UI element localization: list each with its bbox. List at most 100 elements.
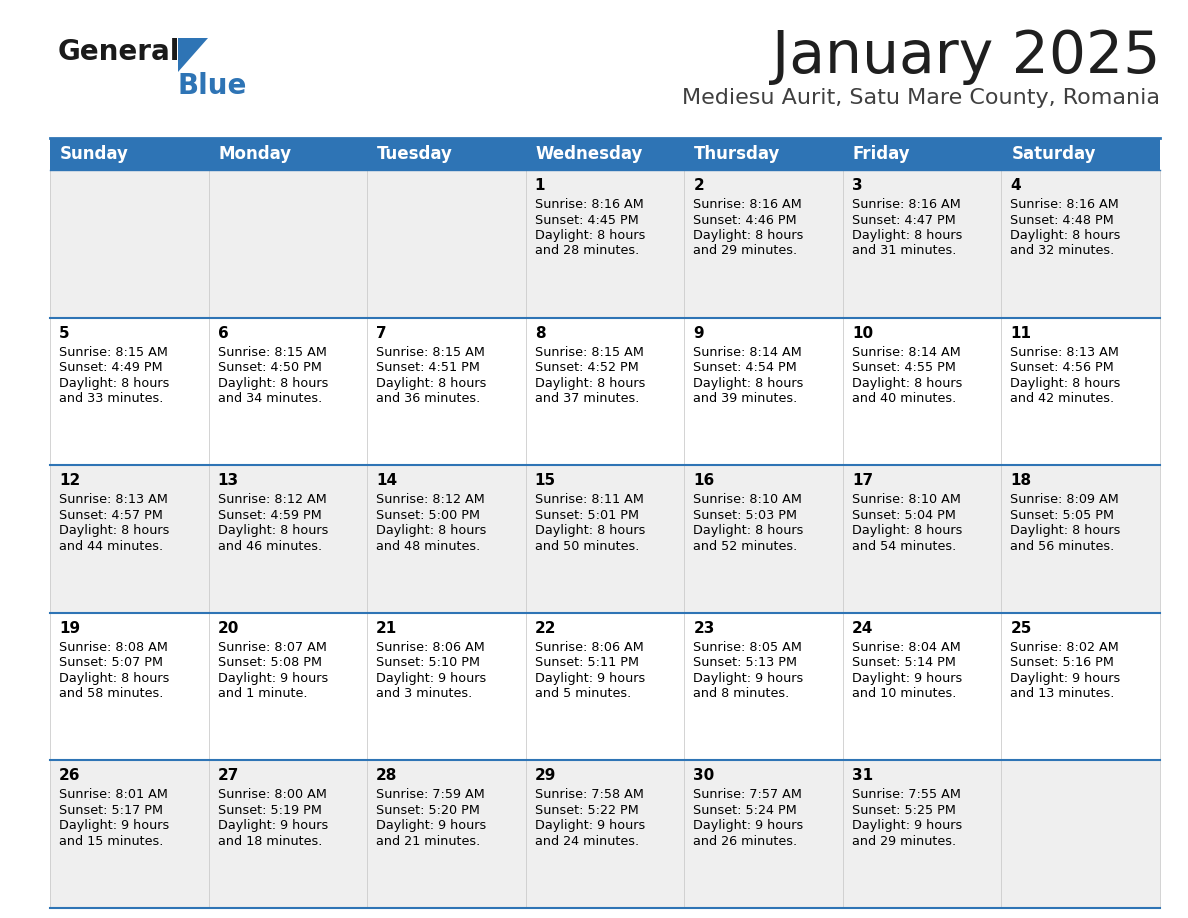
Text: Daylight: 9 hours: Daylight: 9 hours	[59, 820, 169, 833]
Text: Sunrise: 8:16 AM: Sunrise: 8:16 AM	[852, 198, 961, 211]
Bar	[50, 318, 1159, 465]
Text: Sunrise: 8:11 AM: Sunrise: 8:11 AM	[535, 493, 644, 506]
Text: and 46 minutes.: and 46 minutes.	[217, 540, 322, 553]
Text: and 36 minutes.: and 36 minutes.	[377, 392, 480, 405]
Text: and 28 minutes.: and 28 minutes.	[535, 244, 639, 258]
Text: 11: 11	[1011, 326, 1031, 341]
Text: 17: 17	[852, 473, 873, 488]
Text: Sunrise: 8:16 AM: Sunrise: 8:16 AM	[694, 198, 802, 211]
Text: Daylight: 9 hours: Daylight: 9 hours	[694, 672, 803, 685]
Text: Sunrise: 8:04 AM: Sunrise: 8:04 AM	[852, 641, 961, 654]
Polygon shape	[178, 38, 208, 72]
Text: Sunset: 4:55 PM: Sunset: 4:55 PM	[852, 361, 955, 375]
Text: Daylight: 8 hours: Daylight: 8 hours	[694, 229, 803, 242]
Text: Daylight: 8 hours: Daylight: 8 hours	[59, 524, 170, 537]
Text: 21: 21	[377, 621, 398, 636]
Text: 7: 7	[377, 326, 387, 341]
Text: 8: 8	[535, 326, 545, 341]
Text: and 40 minutes.: and 40 minutes.	[852, 392, 956, 405]
Text: Sunrise: 8:15 AM: Sunrise: 8:15 AM	[535, 345, 644, 359]
Text: 25: 25	[1011, 621, 1032, 636]
Text: Sunset: 5:07 PM: Sunset: 5:07 PM	[59, 656, 163, 669]
Text: Sunset: 4:54 PM: Sunset: 4:54 PM	[694, 361, 797, 375]
Text: 27: 27	[217, 768, 239, 783]
Text: Sunrise: 8:13 AM: Sunrise: 8:13 AM	[59, 493, 168, 506]
Text: Sunset: 5:05 PM: Sunset: 5:05 PM	[1011, 509, 1114, 521]
Text: Sunset: 5:08 PM: Sunset: 5:08 PM	[217, 656, 322, 669]
Text: and 18 minutes.: and 18 minutes.	[217, 834, 322, 848]
Text: Daylight: 9 hours: Daylight: 9 hours	[852, 820, 962, 833]
Text: 18: 18	[1011, 473, 1031, 488]
Text: Sunset: 5:14 PM: Sunset: 5:14 PM	[852, 656, 955, 669]
Text: and 5 minutes.: and 5 minutes.	[535, 688, 631, 700]
Text: General: General	[58, 38, 181, 66]
Text: Daylight: 9 hours: Daylight: 9 hours	[535, 672, 645, 685]
Text: Daylight: 8 hours: Daylight: 8 hours	[852, 229, 962, 242]
Text: and 52 minutes.: and 52 minutes.	[694, 540, 797, 553]
Text: Blue: Blue	[178, 72, 247, 100]
Text: Daylight: 9 hours: Daylight: 9 hours	[694, 820, 803, 833]
Text: Sunrise: 8:14 AM: Sunrise: 8:14 AM	[694, 345, 802, 359]
Text: Sunset: 4:50 PM: Sunset: 4:50 PM	[217, 361, 322, 375]
Text: 5: 5	[59, 326, 70, 341]
Text: and 10 minutes.: and 10 minutes.	[852, 688, 956, 700]
Text: and 3 minutes.: and 3 minutes.	[377, 688, 473, 700]
Text: Daylight: 8 hours: Daylight: 8 hours	[694, 524, 803, 537]
Text: Sunrise: 7:59 AM: Sunrise: 7:59 AM	[377, 789, 485, 801]
Text: Daylight: 9 hours: Daylight: 9 hours	[535, 820, 645, 833]
Text: and 56 minutes.: and 56 minutes.	[1011, 540, 1114, 553]
Text: Sunset: 5:10 PM: Sunset: 5:10 PM	[377, 656, 480, 669]
Text: Sunrise: 8:06 AM: Sunrise: 8:06 AM	[535, 641, 644, 654]
Text: Sunrise: 8:07 AM: Sunrise: 8:07 AM	[217, 641, 327, 654]
Text: 14: 14	[377, 473, 397, 488]
Text: and 1 minute.: and 1 minute.	[217, 688, 307, 700]
Text: 4: 4	[1011, 178, 1020, 193]
Text: Sunrise: 8:00 AM: Sunrise: 8:00 AM	[217, 789, 327, 801]
Text: Sunrise: 8:12 AM: Sunrise: 8:12 AM	[217, 493, 327, 506]
Text: Daylight: 8 hours: Daylight: 8 hours	[59, 672, 170, 685]
Bar	[684, 138, 842, 170]
Text: Sunrise: 8:14 AM: Sunrise: 8:14 AM	[852, 345, 961, 359]
Text: and 58 minutes.: and 58 minutes.	[59, 688, 164, 700]
Text: 29: 29	[535, 768, 556, 783]
Text: Sunset: 4:59 PM: Sunset: 4:59 PM	[217, 509, 321, 521]
Text: and 24 minutes.: and 24 minutes.	[535, 834, 639, 848]
Text: Sunrise: 8:01 AM: Sunrise: 8:01 AM	[59, 789, 168, 801]
Text: and 13 minutes.: and 13 minutes.	[1011, 688, 1114, 700]
Text: Sunrise: 8:05 AM: Sunrise: 8:05 AM	[694, 641, 802, 654]
Text: Sunrise: 8:10 AM: Sunrise: 8:10 AM	[852, 493, 961, 506]
Text: Sunrise: 8:13 AM: Sunrise: 8:13 AM	[1011, 345, 1119, 359]
Text: Sunset: 4:52 PM: Sunset: 4:52 PM	[535, 361, 638, 375]
Text: and 21 minutes.: and 21 minutes.	[377, 834, 480, 848]
Text: and 15 minutes.: and 15 minutes.	[59, 834, 164, 848]
Bar	[50, 465, 1159, 613]
Text: Sunset: 5:00 PM: Sunset: 5:00 PM	[377, 509, 480, 521]
Text: Daylight: 9 hours: Daylight: 9 hours	[377, 672, 486, 685]
Text: Sunrise: 8:08 AM: Sunrise: 8:08 AM	[59, 641, 168, 654]
Text: and 42 minutes.: and 42 minutes.	[1011, 392, 1114, 405]
Text: and 37 minutes.: and 37 minutes.	[535, 392, 639, 405]
Text: Sunrise: 8:10 AM: Sunrise: 8:10 AM	[694, 493, 802, 506]
Text: Sunset: 4:45 PM: Sunset: 4:45 PM	[535, 214, 638, 227]
Text: 12: 12	[59, 473, 81, 488]
Text: Daylight: 8 hours: Daylight: 8 hours	[217, 524, 328, 537]
Text: and 29 minutes.: and 29 minutes.	[852, 834, 956, 848]
Text: Daylight: 8 hours: Daylight: 8 hours	[852, 376, 962, 389]
Text: Daylight: 9 hours: Daylight: 9 hours	[217, 820, 328, 833]
Text: and 26 minutes.: and 26 minutes.	[694, 834, 797, 848]
Text: Sunset: 4:48 PM: Sunset: 4:48 PM	[1011, 214, 1114, 227]
Text: Sunset: 5:25 PM: Sunset: 5:25 PM	[852, 804, 955, 817]
Bar	[50, 138, 209, 170]
Text: Sunrise: 7:58 AM: Sunrise: 7:58 AM	[535, 789, 644, 801]
Text: Daylight: 8 hours: Daylight: 8 hours	[535, 376, 645, 389]
Text: Sunset: 5:01 PM: Sunset: 5:01 PM	[535, 509, 639, 521]
Bar	[209, 138, 367, 170]
Text: Sunrise: 8:16 AM: Sunrise: 8:16 AM	[1011, 198, 1119, 211]
Text: Daylight: 8 hours: Daylight: 8 hours	[1011, 229, 1120, 242]
Bar	[50, 760, 1159, 908]
Text: Sunset: 4:51 PM: Sunset: 4:51 PM	[377, 361, 480, 375]
Text: Sunset: 4:47 PM: Sunset: 4:47 PM	[852, 214, 955, 227]
Text: Friday: Friday	[853, 145, 910, 163]
Bar	[367, 138, 526, 170]
Text: Sunset: 4:57 PM: Sunset: 4:57 PM	[59, 509, 163, 521]
